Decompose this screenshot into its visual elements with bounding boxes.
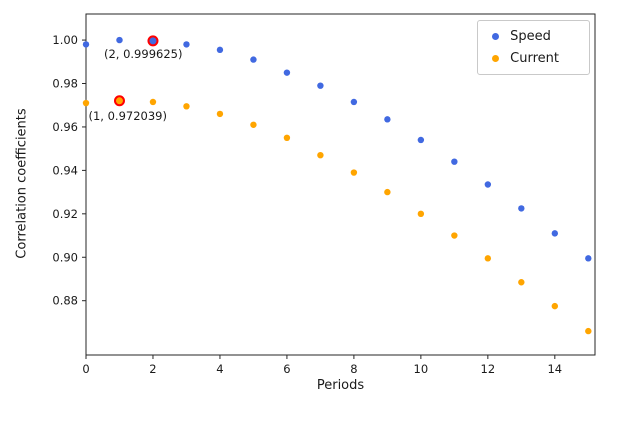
- y-tick-label: 1.00: [52, 33, 78, 47]
- data-point-speed: [350, 98, 358, 106]
- x-tick-label: 12: [481, 362, 496, 376]
- x-axis-label: Periods: [316, 378, 365, 393]
- legend-label: Speed: [510, 29, 551, 44]
- data-point-speed: [116, 36, 123, 44]
- y-tick-label: 0.94: [52, 163, 78, 177]
- data-point-speed: [518, 205, 525, 212]
- y-axis-label: Correlation coefficients: [14, 108, 30, 259]
- data-point-current: [250, 121, 257, 128]
- data-point-speed: [183, 41, 190, 48]
- x-tick-label: 14: [547, 362, 562, 376]
- x-tick-label: 0: [82, 362, 89, 376]
- data-point-current: [518, 279, 525, 286]
- data-point-current: [384, 188, 391, 196]
- x-tick-label: 8: [350, 362, 357, 376]
- legend-marker-speed: [492, 33, 500, 40]
- data-point-current: [551, 302, 559, 310]
- data-point-current: [585, 327, 592, 335]
- y-tick-label: 0.92: [52, 207, 78, 221]
- data-point-current: [183, 103, 190, 110]
- y-tick-label: 0.90: [52, 250, 78, 264]
- data-point-speed: [484, 181, 492, 188]
- data-point-speed: [283, 69, 291, 76]
- data-point-current: [317, 151, 324, 159]
- data-point-speed: [384, 116, 391, 123]
- data-point-speed: [585, 255, 592, 262]
- legend-marker-current: [492, 55, 500, 62]
- data-point-current: [451, 232, 458, 239]
- data-point-current: [350, 169, 358, 176]
- legend-item-speed: Speed: [492, 29, 559, 44]
- y-tick-label: 0.88: [52, 294, 78, 308]
- data-point-current: [484, 255, 492, 262]
- highlighted-point: [113, 95, 125, 107]
- legend-label: Current: [510, 51, 559, 66]
- data-point-current: [283, 134, 291, 142]
- point-annotation: (2, 0.999625): [104, 47, 182, 61]
- axes-box: [85, 13, 596, 356]
- data-point-speed: [317, 82, 324, 89]
- point-annotation: (1, 0.972039): [88, 109, 166, 123]
- data-point-current: [82, 99, 90, 107]
- x-tick-label: 10: [414, 362, 429, 376]
- data-point-speed: [82, 41, 90, 48]
- y-tick-label: 0.96: [52, 120, 78, 134]
- data-point-speed: [250, 56, 257, 63]
- data-point-speed: [417, 136, 425, 144]
- data-point-speed: [551, 230, 559, 237]
- data-point-speed: [451, 158, 458, 165]
- data-point-current: [149, 98, 157, 106]
- data-point-current: [216, 110, 224, 118]
- data-point-speed: [216, 46, 224, 54]
- data-point-current: [417, 210, 425, 218]
- x-tick-label: 6: [283, 362, 290, 376]
- highlighted-point: [147, 35, 159, 47]
- legend: Speed Current: [477, 20, 590, 75]
- x-tick-label: 2: [149, 362, 156, 376]
- x-tick-label: 4: [216, 362, 223, 376]
- y-tick-label: 0.98: [52, 77, 78, 91]
- legend-item-current: Current: [492, 51, 559, 66]
